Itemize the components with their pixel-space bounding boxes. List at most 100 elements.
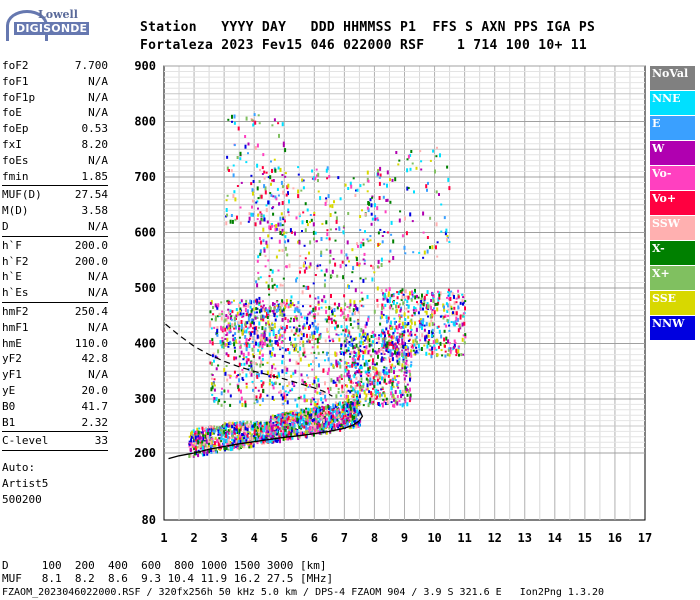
echo-point (276, 341, 279, 344)
echo-point (282, 385, 284, 390)
echo-point (288, 430, 291, 435)
param-value: N/A (88, 106, 108, 120)
echo-point (304, 327, 307, 330)
echo-point (295, 360, 298, 365)
echo-point (244, 432, 247, 436)
echo-point (272, 329, 275, 333)
echo-point (270, 370, 273, 375)
echo-point (305, 421, 308, 425)
echo-point (336, 274, 339, 278)
echo-point (273, 224, 276, 227)
echo-point (388, 341, 391, 346)
echo-point (401, 234, 404, 238)
echo-point (342, 426, 345, 429)
echo-point (365, 388, 368, 391)
param-name: foF1 (2, 74, 29, 88)
echo-point (354, 371, 357, 375)
echo-point (404, 370, 407, 373)
echo-point (438, 293, 441, 297)
param-name: hmE (2, 336, 22, 350)
echo-point (331, 338, 334, 341)
echo-point (265, 171, 268, 174)
echo-point (267, 234, 270, 238)
echo-point (374, 214, 377, 218)
echo-point (264, 265, 267, 268)
echo-point (302, 340, 305, 344)
echo-point (221, 425, 224, 429)
echo-point (272, 363, 275, 366)
echo-point (456, 351, 458, 354)
echo-point (245, 360, 248, 365)
echo-point (429, 245, 431, 249)
echo-point (281, 396, 284, 401)
echo-point (229, 394, 232, 398)
echo-point (276, 414, 279, 417)
echo-point (209, 301, 212, 305)
echo-point (349, 352, 352, 355)
echo-point (254, 120, 257, 125)
echo-point (391, 395, 394, 398)
echo-point (278, 328, 281, 331)
echo-point (452, 311, 454, 315)
echo-point (209, 340, 212, 344)
echo-point (240, 181, 243, 184)
echo-point (405, 359, 408, 362)
echo-point (377, 337, 380, 340)
echo-point (253, 330, 256, 335)
echo-point (347, 411, 349, 413)
echo-point (222, 326, 225, 330)
echo-point (350, 379, 353, 384)
echo-point (351, 395, 354, 398)
echo-point (382, 292, 385, 295)
echo-point (330, 294, 332, 298)
echo-point (370, 335, 373, 338)
echo-point (395, 151, 398, 154)
echo-point (256, 163, 259, 168)
echo-point (310, 352, 313, 354)
echo-point (377, 402, 380, 406)
param-value: 2.32 (81, 415, 109, 429)
echo-point (322, 427, 325, 430)
echo-point (422, 303, 425, 306)
echo-point (398, 400, 401, 402)
echo-point (356, 370, 359, 374)
echo-point (271, 284, 274, 289)
echo-point (211, 393, 214, 396)
echo-point (190, 441, 193, 445)
echo-point (346, 256, 349, 260)
echo-point (329, 204, 332, 208)
echo-point (284, 438, 287, 441)
echo-point (448, 353, 451, 357)
echo-point (324, 318, 327, 321)
echo-point (302, 343, 305, 348)
echo-point (246, 358, 249, 361)
echo-point (225, 365, 228, 367)
echo-point (382, 398, 385, 401)
echo-point (341, 418, 344, 421)
param-value: 3.58 (81, 204, 109, 218)
echo-point (238, 325, 241, 328)
param-value: 20.0 (81, 383, 109, 397)
echo-point (376, 370, 379, 375)
echo-point (397, 375, 400, 378)
echo-point (347, 399, 350, 403)
echo-point (287, 391, 290, 394)
echo-point (257, 277, 260, 281)
echo-point (251, 199, 254, 203)
echo-point (395, 304, 397, 309)
echo-point (270, 237, 273, 240)
echo-point (258, 350, 261, 355)
echo-point (457, 349, 460, 353)
echo-point (237, 388, 240, 392)
echo-point (310, 363, 312, 366)
echo-point (220, 433, 223, 438)
echo-point (407, 339, 410, 342)
echo-point (372, 380, 375, 385)
echo-point (406, 388, 408, 392)
echo-point (238, 355, 241, 358)
echo-point (292, 382, 295, 387)
echo-point (371, 217, 374, 221)
echo-point (269, 379, 271, 382)
echo-point (228, 169, 230, 172)
echo-point (238, 340, 241, 344)
